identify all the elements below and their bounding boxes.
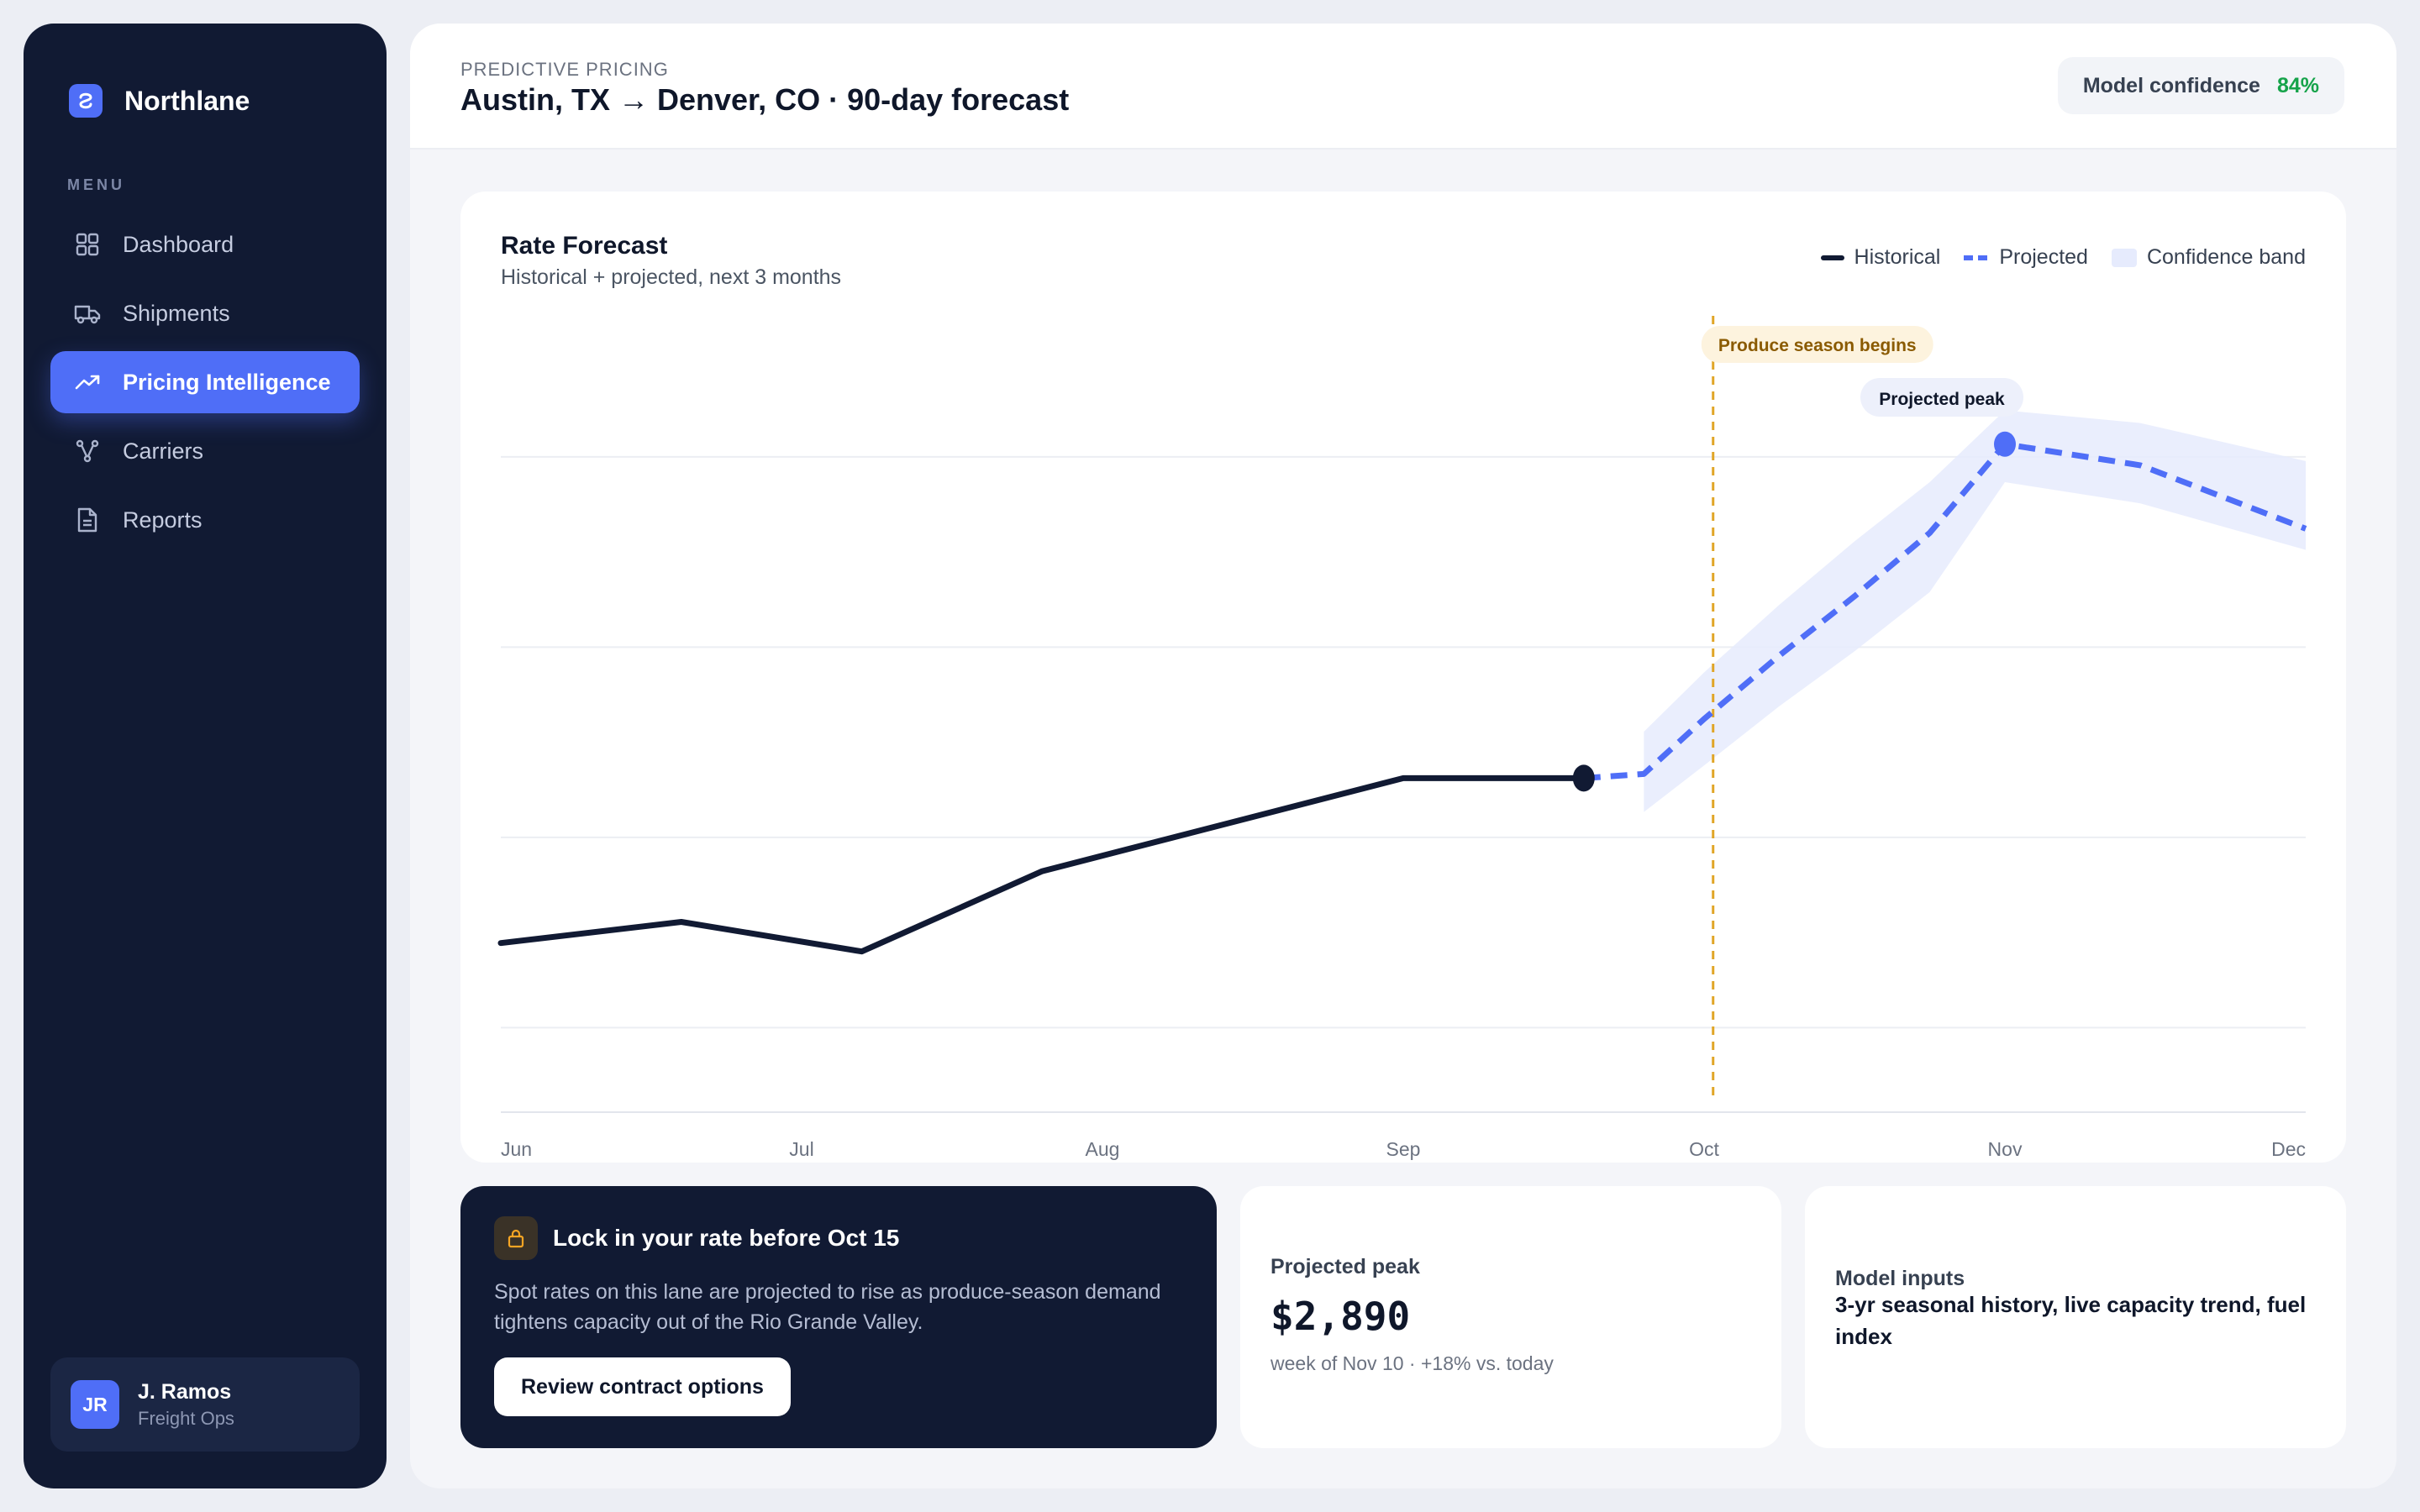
page-eyebrow: PREDICTIVE PRICING <box>460 59 669 80</box>
user-card[interactable]: JR J. Ramos Freight Ops <box>50 1357 360 1452</box>
user-role: Freight Ops <box>138 1407 234 1429</box>
projected-peak-card: Projected peak $2,890 week of Nov 10 · +… <box>1240 1186 1781 1448</box>
legend-swatch-historical <box>1820 255 1844 260</box>
document-icon <box>72 505 103 535</box>
rate-forecast-chart[interactable]: Jun Jul Aug Sep Oct Nov Dec Produce season begi… <box>460 192 2346 1163</box>
menu-label: MENU <box>67 176 125 193</box>
sidebar: Northlane MENU Dashboard Shipments Prici… <box>24 24 387 1488</box>
lock-icon <box>494 1216 538 1260</box>
x-tick-label: Dec <box>2271 1138 2306 1160</box>
brand-name: Northlane <box>124 85 250 116</box>
model-inputs-card: Model inputs 3-yr seasonal history, live… <box>1805 1186 2346 1448</box>
sidebar-item-shipments[interactable]: Shipments <box>50 282 360 344</box>
legend-label: Projected <box>1999 245 2088 269</box>
legend-label: Confidence band <box>2146 245 2306 269</box>
current-rate-point <box>1572 764 1595 792</box>
review-contract-options-button[interactable]: Review contract options <box>494 1357 791 1416</box>
model-confidence-badge: Model confidence 84% <box>2057 57 2344 114</box>
projected-peak-point <box>1994 431 2016 457</box>
stat-value: 3-yr seasonal history, live capacity tre… <box>1835 1292 2307 1349</box>
page-header: PREDICTIVE PRICING Austin, TX → Denver, … <box>410 24 2396 150</box>
sidebar-item-label: Carriers <box>123 438 204 464</box>
user-name: J. Ramos <box>138 1379 232 1404</box>
main-panel: PREDICTIVE PRICING Austin, TX → Denver, … <box>410 24 2396 1488</box>
confidence-label: Model confidence <box>2082 73 2260 97</box>
confidence-band <box>1644 410 2306 812</box>
event-label: Produce season begins <box>1718 336 1917 355</box>
sidebar-item-reports[interactable]: Reports <box>50 489 360 551</box>
rate-lock-alert: Lock in your rate before Oct 15 Spot rat… <box>460 1186 1217 1448</box>
projected-line <box>1583 441 2307 781</box>
avatar: JR <box>71 1380 119 1429</box>
stat-subtext: week of Nov 10 · +18% vs. today <box>1270 1352 1554 1374</box>
legend-historical[interactable]: Historical <box>1820 245 1941 270</box>
legend-label: Historical <box>1854 245 1941 269</box>
sidebar-item-label: Pricing Intelligence <box>123 369 331 395</box>
x-tick-label: Sep <box>1386 1138 1421 1160</box>
grid-icon <box>72 229 103 260</box>
sidebar-item-label: Shipments <box>123 300 230 326</box>
stat-label: Projected peak <box>1270 1255 1420 1278</box>
page-title: Austin, TX → Denver, CO · 90-day forecas… <box>460 82 1070 117</box>
brand[interactable]: Northlane <box>69 84 250 118</box>
x-tick-label: Aug <box>1086 1138 1120 1160</box>
x-tick-label: Jun <box>501 1138 532 1160</box>
event-label-pill <box>1701 326 1933 363</box>
alert-title: Lock in your rate before Oct 15 <box>553 1225 900 1251</box>
legend-projected[interactable]: Projected <box>1964 245 2088 270</box>
user-meta: J. Ramos Freight Ops <box>138 1380 234 1430</box>
sidebar-item-dashboard[interactable]: Dashboard <box>50 213 360 276</box>
sidebar-item-carriers[interactable]: Carriers <box>50 420 360 482</box>
stat-label: Model inputs <box>1835 1267 1965 1290</box>
x-tick-label: Nov <box>1988 1138 2023 1160</box>
alert-body: Spot rates on this lane are projected to… <box>494 1280 1161 1334</box>
network-icon <box>72 436 103 466</box>
northlane-logo-icon <box>69 84 103 118</box>
sidebar-item-label: Reports <box>123 507 203 533</box>
sidebar-nav: Dashboard Shipments Pricing Intelligence… <box>50 213 360 558</box>
trending-up-icon <box>72 367 103 397</box>
historical-line <box>497 774 1587 955</box>
peak-label: Projected peak <box>1879 390 2005 409</box>
sidebar-item-label: Dashboard <box>123 231 234 257</box>
stat-value: $2,890 <box>1270 1294 1411 1339</box>
truck-icon <box>72 298 103 328</box>
confidence-value: 84% <box>2276 73 2319 97</box>
chart-legend: Historical Projected Confidence band <box>1797 245 2306 270</box>
chart-title: Rate Forecast <box>501 232 668 260</box>
sidebar-item-pricing-intelligence[interactable]: Pricing Intelligence <box>50 351 360 413</box>
legend-swatch-projected <box>1964 255 1990 260</box>
chart-subtitle: Historical + projected, next 3 months <box>501 265 842 289</box>
legend-confidence-band[interactable]: Confidence band <box>2111 245 2306 270</box>
rate-forecast-card: Rate Forecast Historical + projected, ne… <box>460 192 2346 1163</box>
x-tick-label: Jul <box>789 1138 813 1160</box>
legend-swatch-band <box>2111 248 2137 267</box>
x-tick-label: Oct <box>1689 1138 1719 1160</box>
peak-label-pill <box>1860 378 2023 417</box>
